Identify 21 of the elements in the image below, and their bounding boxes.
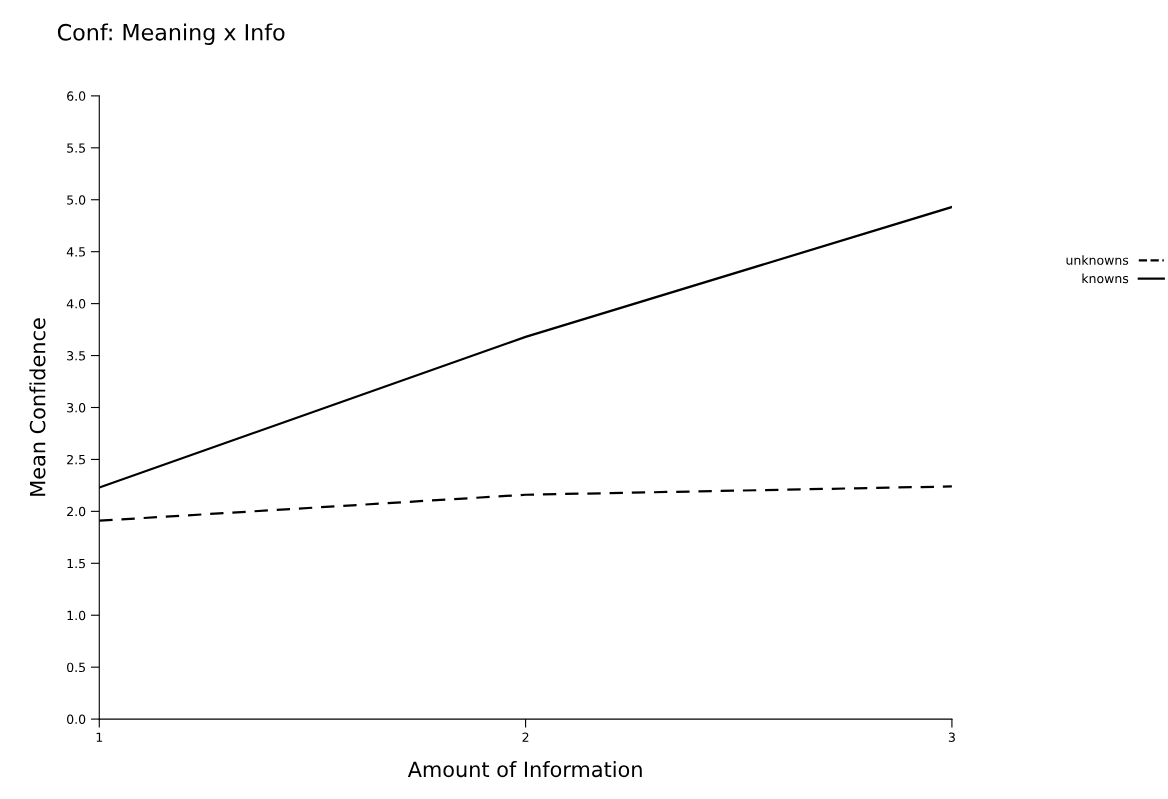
y-tick-label: 2.5 [67,454,85,465]
y-tick-label: 1.5 [67,558,85,569]
y-tick-label: 5.0 [67,195,86,205]
y-tick-label: 4.5 [66,247,85,257]
legend-label: knowns [1082,273,1129,284]
x-tick-label: 2 [522,732,529,742]
x-tick-label: 1 [96,732,103,742]
y-tick-label: 3.5 [67,351,85,361]
y-tick-label: 3.0 [67,402,86,413]
y-tick-label: 0.0 [67,714,86,725]
y-tick-label: 5.5 [67,143,85,153]
y-tick-label: 4.0 [66,299,86,309]
x-axis-title: Amount of Information [407,761,642,778]
y-tick-label: 6.0 [67,91,86,101]
x-tick-label: 3 [948,732,955,742]
legend-label: unknowns [1066,255,1129,265]
y-tick-label: 0.5 [67,662,85,673]
y-tick-label: 2.0 [67,506,86,517]
chart-title: Conf: Meaning x Info [57,23,285,45]
y-tick-label: 1.0 [67,610,86,621]
y-axis-title: Mean Confidence [29,318,46,496]
